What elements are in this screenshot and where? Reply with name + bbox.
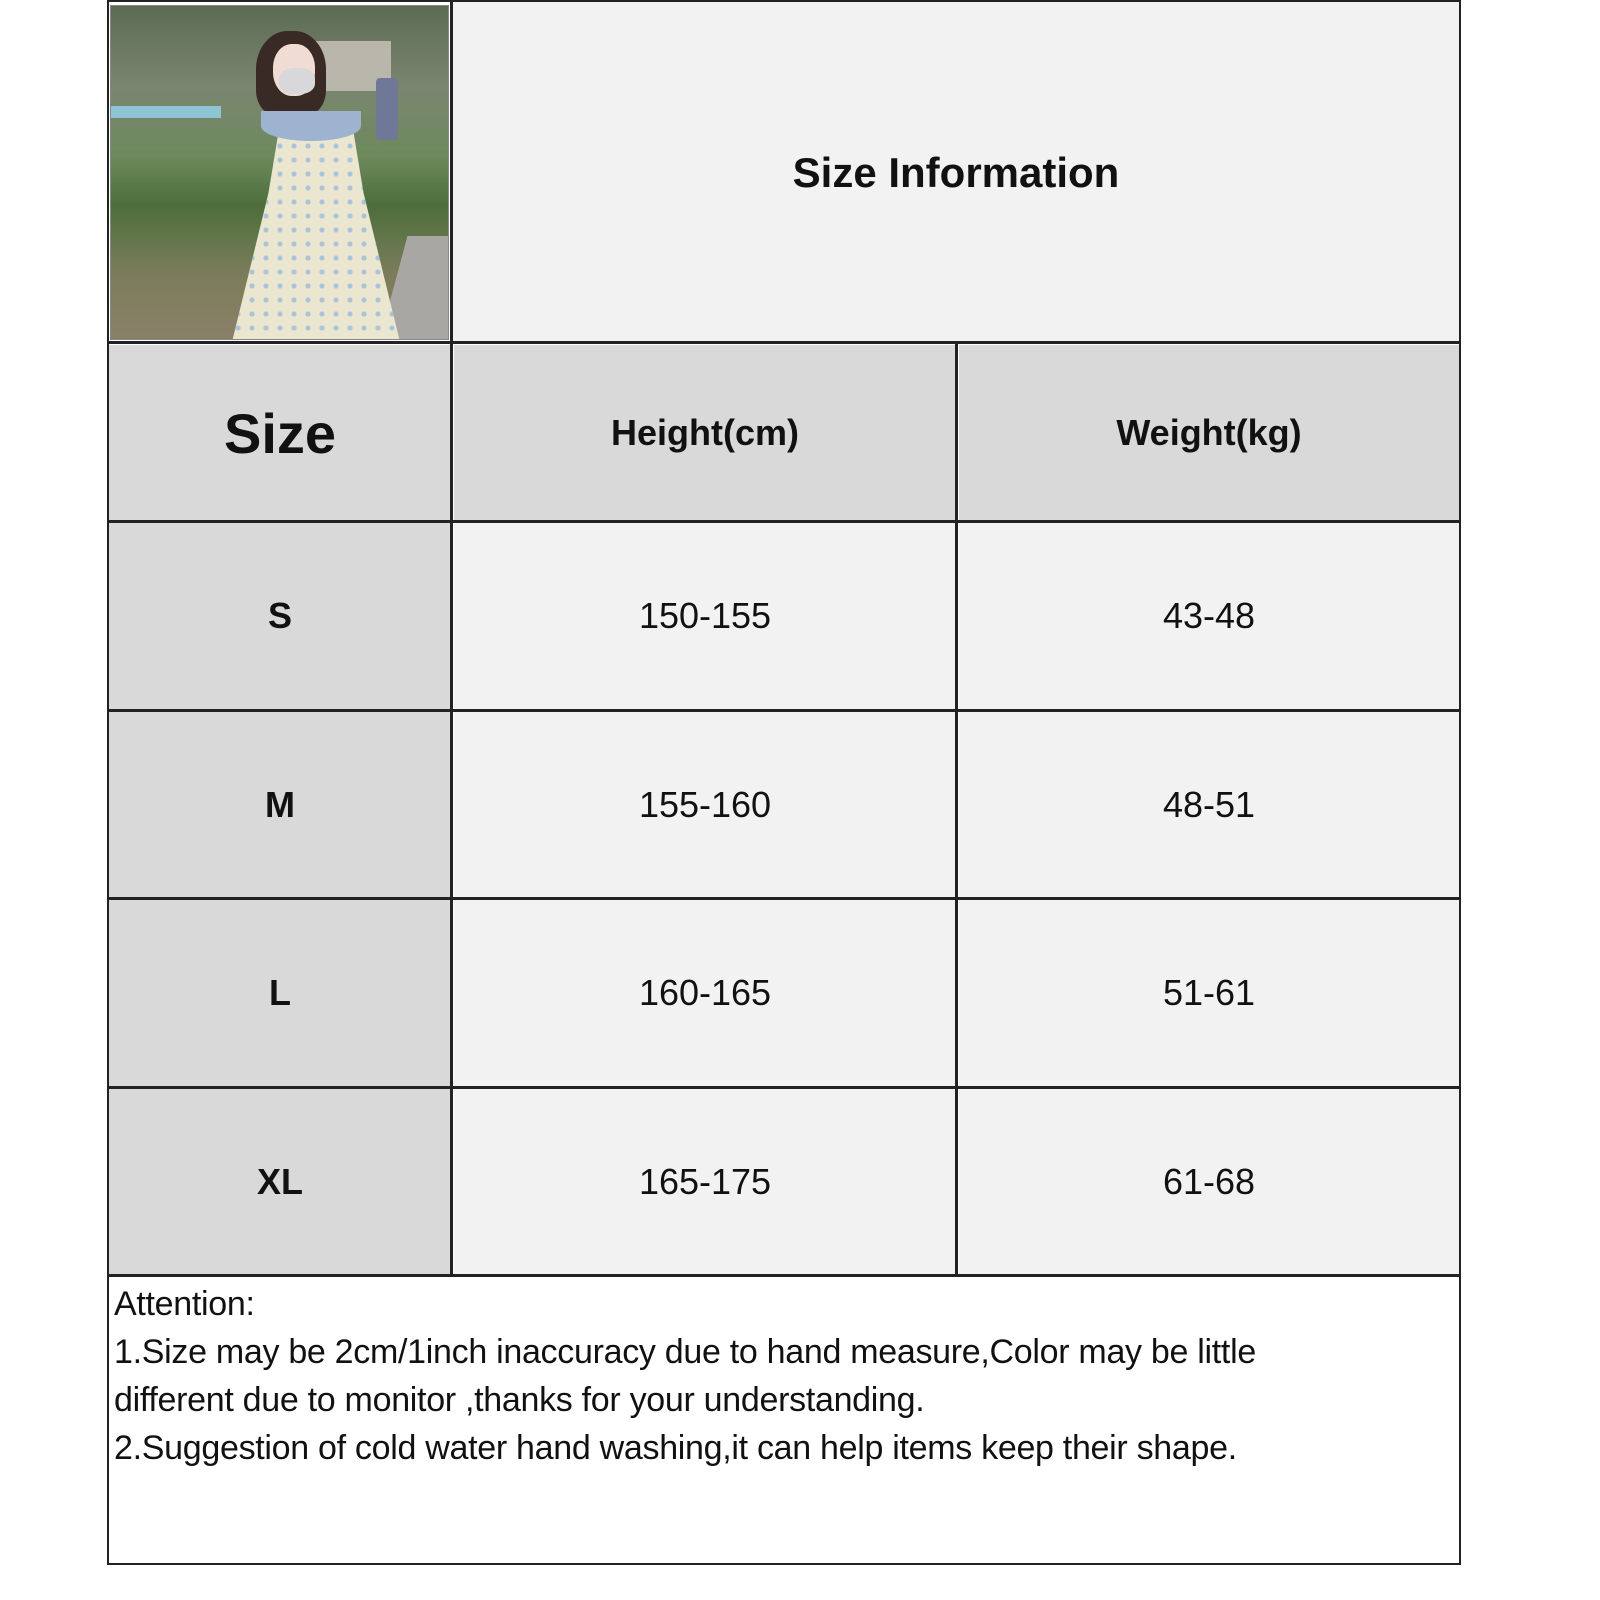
weight-cell: 51-61 <box>959 900 1459 1086</box>
page-title: Size Information <box>792 148 1120 196</box>
weight-cell: 43-48 <box>959 523 1459 709</box>
header-weight-label: Weight(kg) <box>1116 412 1302 453</box>
size-value: XL <box>256 1160 303 1202</box>
height-cell: 160-165 <box>454 900 956 1086</box>
size-value: L <box>269 972 291 1013</box>
height-cell: 165-175 <box>454 1089 956 1274</box>
header-weight: Weight(kg) <box>959 345 1459 521</box>
note-1: 1.Size may be 2cm/1inch inaccuracy due t… <box>114 1333 1256 1371</box>
weight-cell: 61-68 <box>959 1089 1459 1274</box>
note-1-cont: different due to monitor ,thanks for you… <box>114 1381 925 1419</box>
height-cell: 155-160 <box>454 712 956 897</box>
weight-value: 61-68 <box>1162 1160 1256 1202</box>
size-cell: XL <box>109 1089 451 1274</box>
size-value: M <box>265 783 295 825</box>
size-cell: L <box>109 900 451 1086</box>
size-value: S <box>267 595 292 636</box>
weight-value: 48-51 <box>1162 783 1256 825</box>
attention-notes: Attention: 1.Size may be 2cm/1inch inacc… <box>114 1280 1454 1472</box>
size-cell: M <box>109 712 451 897</box>
title-cell: Size Information <box>453 2 1459 343</box>
header-size-label: Size <box>223 401 337 465</box>
header-size: Size <box>109 345 451 521</box>
weight-value: 51-61 <box>1162 972 1256 1013</box>
size-cell: S <box>109 523 451 709</box>
notes-heading: Attention: <box>114 1285 255 1323</box>
height-value: 160-165 <box>638 972 772 1013</box>
note-2: 2.Suggestion of cold water hand washing,… <box>114 1429 1237 1467</box>
weight-cell: 48-51 <box>959 712 1459 897</box>
header-height: Height(cm) <box>454 345 956 521</box>
height-cell: 150-155 <box>454 523 956 709</box>
header-height-label: Height(cm) <box>611 412 799 453</box>
height-value: 150-155 <box>638 595 772 636</box>
height-value: 165-175 <box>638 1160 772 1202</box>
height-value: 155-160 <box>638 783 772 825</box>
weight-value: 43-48 <box>1162 595 1256 636</box>
product-photo <box>110 5 449 340</box>
